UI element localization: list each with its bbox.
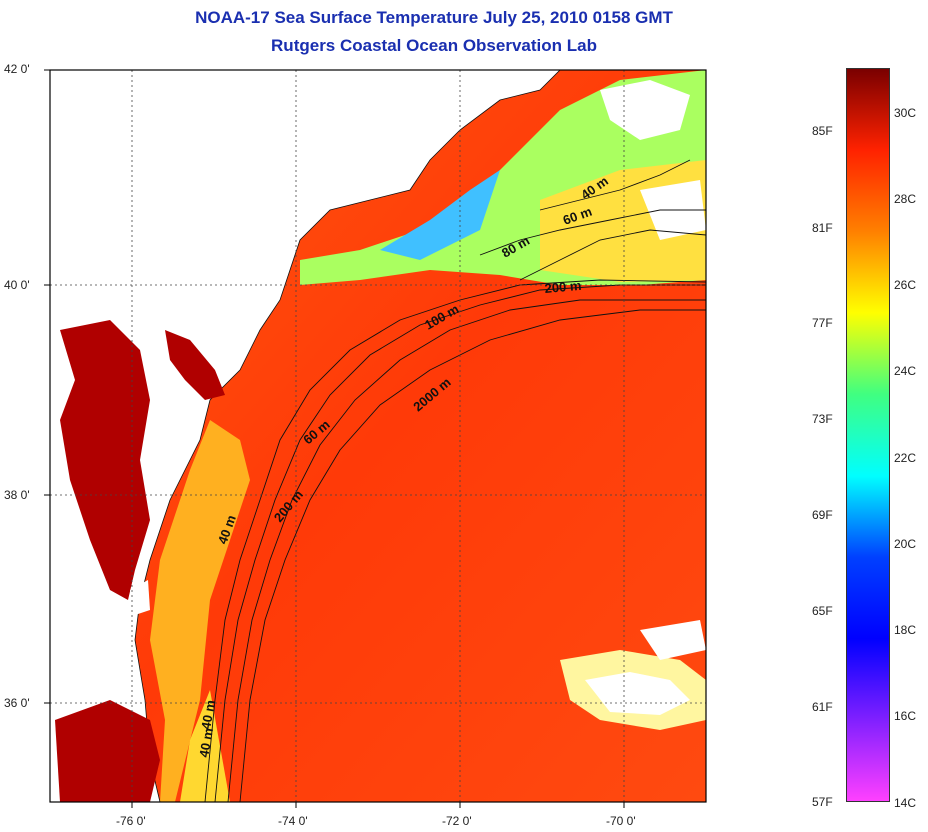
pamlico-sound xyxy=(55,700,160,802)
chesapeake-bay xyxy=(60,320,150,600)
colorbar-c-30: 30C xyxy=(894,106,917,120)
lat-label-38: 38 0' xyxy=(4,488,30,502)
contour-label-40m-south1: 40 m xyxy=(198,699,218,731)
colorbar-f-81: 81F xyxy=(812,221,833,235)
colorbar-f-85: 85F xyxy=(812,124,833,138)
colorbar-c-22: 22C xyxy=(894,451,917,465)
colorbar-c-28: 28C xyxy=(894,192,917,206)
colorbar-c-24: 24C xyxy=(894,364,917,378)
map-title: NOAA-17 Sea Surface Temperature July 25,… xyxy=(195,8,673,27)
lon-label-76: -76 0' xyxy=(116,814,146,828)
lat-label-42: 42 0' xyxy=(4,62,30,76)
colorbar-f-69: 69F xyxy=(812,508,833,522)
axis-ticks xyxy=(44,69,625,808)
lat-label-36: 36 0' xyxy=(4,696,30,710)
colorbar-c-18: 18C xyxy=(894,623,917,637)
cloud-patch-ne xyxy=(600,80,690,140)
bay-mouth xyxy=(130,580,150,615)
lon-label-74: -74 0' xyxy=(278,814,308,828)
colorbar-c-14: 14C xyxy=(894,796,917,810)
cloud-patch-se2 xyxy=(640,620,706,660)
colorbar-f-73: 73F xyxy=(812,412,833,426)
colorbar-f-77: 77F xyxy=(812,316,833,330)
grid-lines xyxy=(50,70,706,802)
lat-label-40: 40 0' xyxy=(4,278,30,292)
map-subtitle: Rutgers Coastal Ocean Observation Lab xyxy=(271,36,597,55)
colorbar-f-61: 61F xyxy=(812,700,833,714)
lon-label-72: -72 0' xyxy=(442,814,472,828)
contour-label-40m-south2: 40 m xyxy=(196,727,216,759)
lon-label-70: -70 0' xyxy=(606,814,636,828)
map-frame xyxy=(49,69,707,803)
cold-patch xyxy=(380,170,500,260)
contour-label-200m-north: 200 m xyxy=(544,278,582,296)
cloud-patch-se xyxy=(585,672,690,715)
colorbar-f-65: 65F xyxy=(812,604,833,618)
coastal-warm-band xyxy=(150,420,250,802)
colorbar-c-26: 26C xyxy=(894,278,917,292)
colorbar-f-57: 57F xyxy=(812,795,833,809)
temperature-colorbar xyxy=(846,68,890,802)
colorbar-c-20: 20C xyxy=(894,537,917,551)
colorbar-c-16: 16C xyxy=(894,709,917,723)
delaware-bay xyxy=(165,330,225,400)
